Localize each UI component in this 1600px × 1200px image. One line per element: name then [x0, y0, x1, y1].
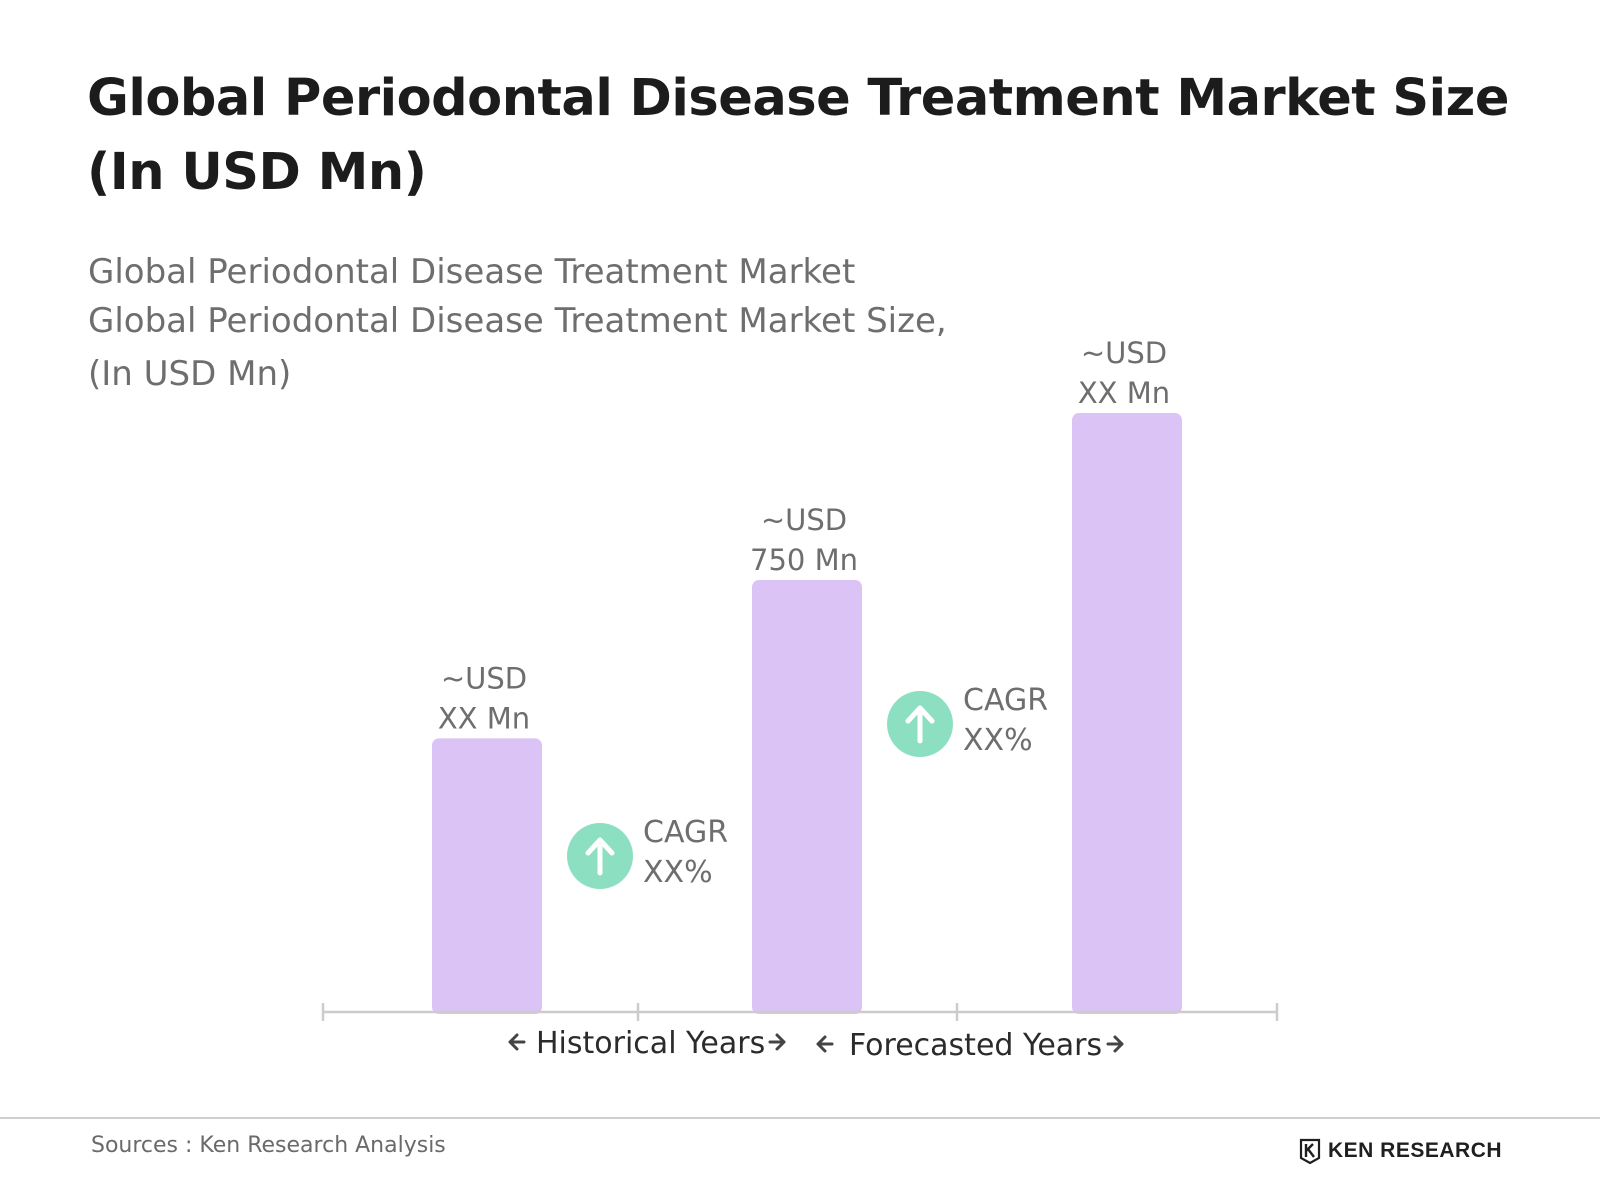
cagr-arrow-1 [585, 837, 615, 876]
cagr-value-2: XX% [963, 723, 1033, 758]
subtitle-line-2: Global Periodontal Disease Treatment Mar… [88, 301, 947, 341]
bar-label-3-line-2: XX Mn [1078, 376, 1170, 410]
bar-label-2-line-2: 750 Mn [750, 543, 858, 577]
cagr-label-1: CAGR [643, 815, 728, 850]
subtitle-line-1: Global Periodontal Disease Treatment Mar… [88, 252, 856, 292]
bar-2 [752, 580, 862, 1014]
axis-segment-label-1: Historical Years [536, 1026, 765, 1061]
axis-segment-label-2: Forecasted Years [849, 1028, 1102, 1063]
segment-left-arrow-icon-2 [816, 1035, 834, 1053]
footer-divider [0, 1117, 1600, 1119]
segment-left-arrow-icon-1 [508, 1033, 526, 1051]
ken-research-logo-icon [1299, 1138, 1321, 1165]
segment-right-arrow-icon-2 [1106, 1035, 1124, 1053]
bar-1 [432, 738, 542, 1014]
bar-label-1-line-1: ~USD [441, 661, 527, 695]
bar-chart: ~USD XX Mn ~USD 750 Mn ~USD XX Mn CAGR XX% CAGR X… [321, 336, 1279, 1063]
subtitle-line-3: (In USD Mn) [88, 354, 292, 394]
cagr-label-2: CAGR [963, 683, 1048, 718]
bar-label-2-line-1: ~USD [761, 503, 847, 537]
bar-label-3-line-1: ~USD [1081, 336, 1167, 370]
chart-title: Global Periodontal Disease Treatment Mar… [87, 69, 1509, 202]
bar-3 [1072, 413, 1182, 1014]
cagr-value-1: XX% [643, 855, 713, 890]
brand-name: KEN RESEARCH [1328, 1139, 1503, 1162]
segment-right-arrow-icon-1 [768, 1033, 786, 1051]
cagr-arrow-2 [905, 705, 935, 744]
bar-label-1-line-2: XX Mn [438, 701, 530, 735]
chart-subtitle: Global Periodontal Disease Treatment Mar… [88, 248, 988, 399]
brand-logo: KEN RESEARCH [1298, 1137, 1502, 1165]
source-note: Sources : Ken Research Analysis [91, 1133, 446, 1158]
